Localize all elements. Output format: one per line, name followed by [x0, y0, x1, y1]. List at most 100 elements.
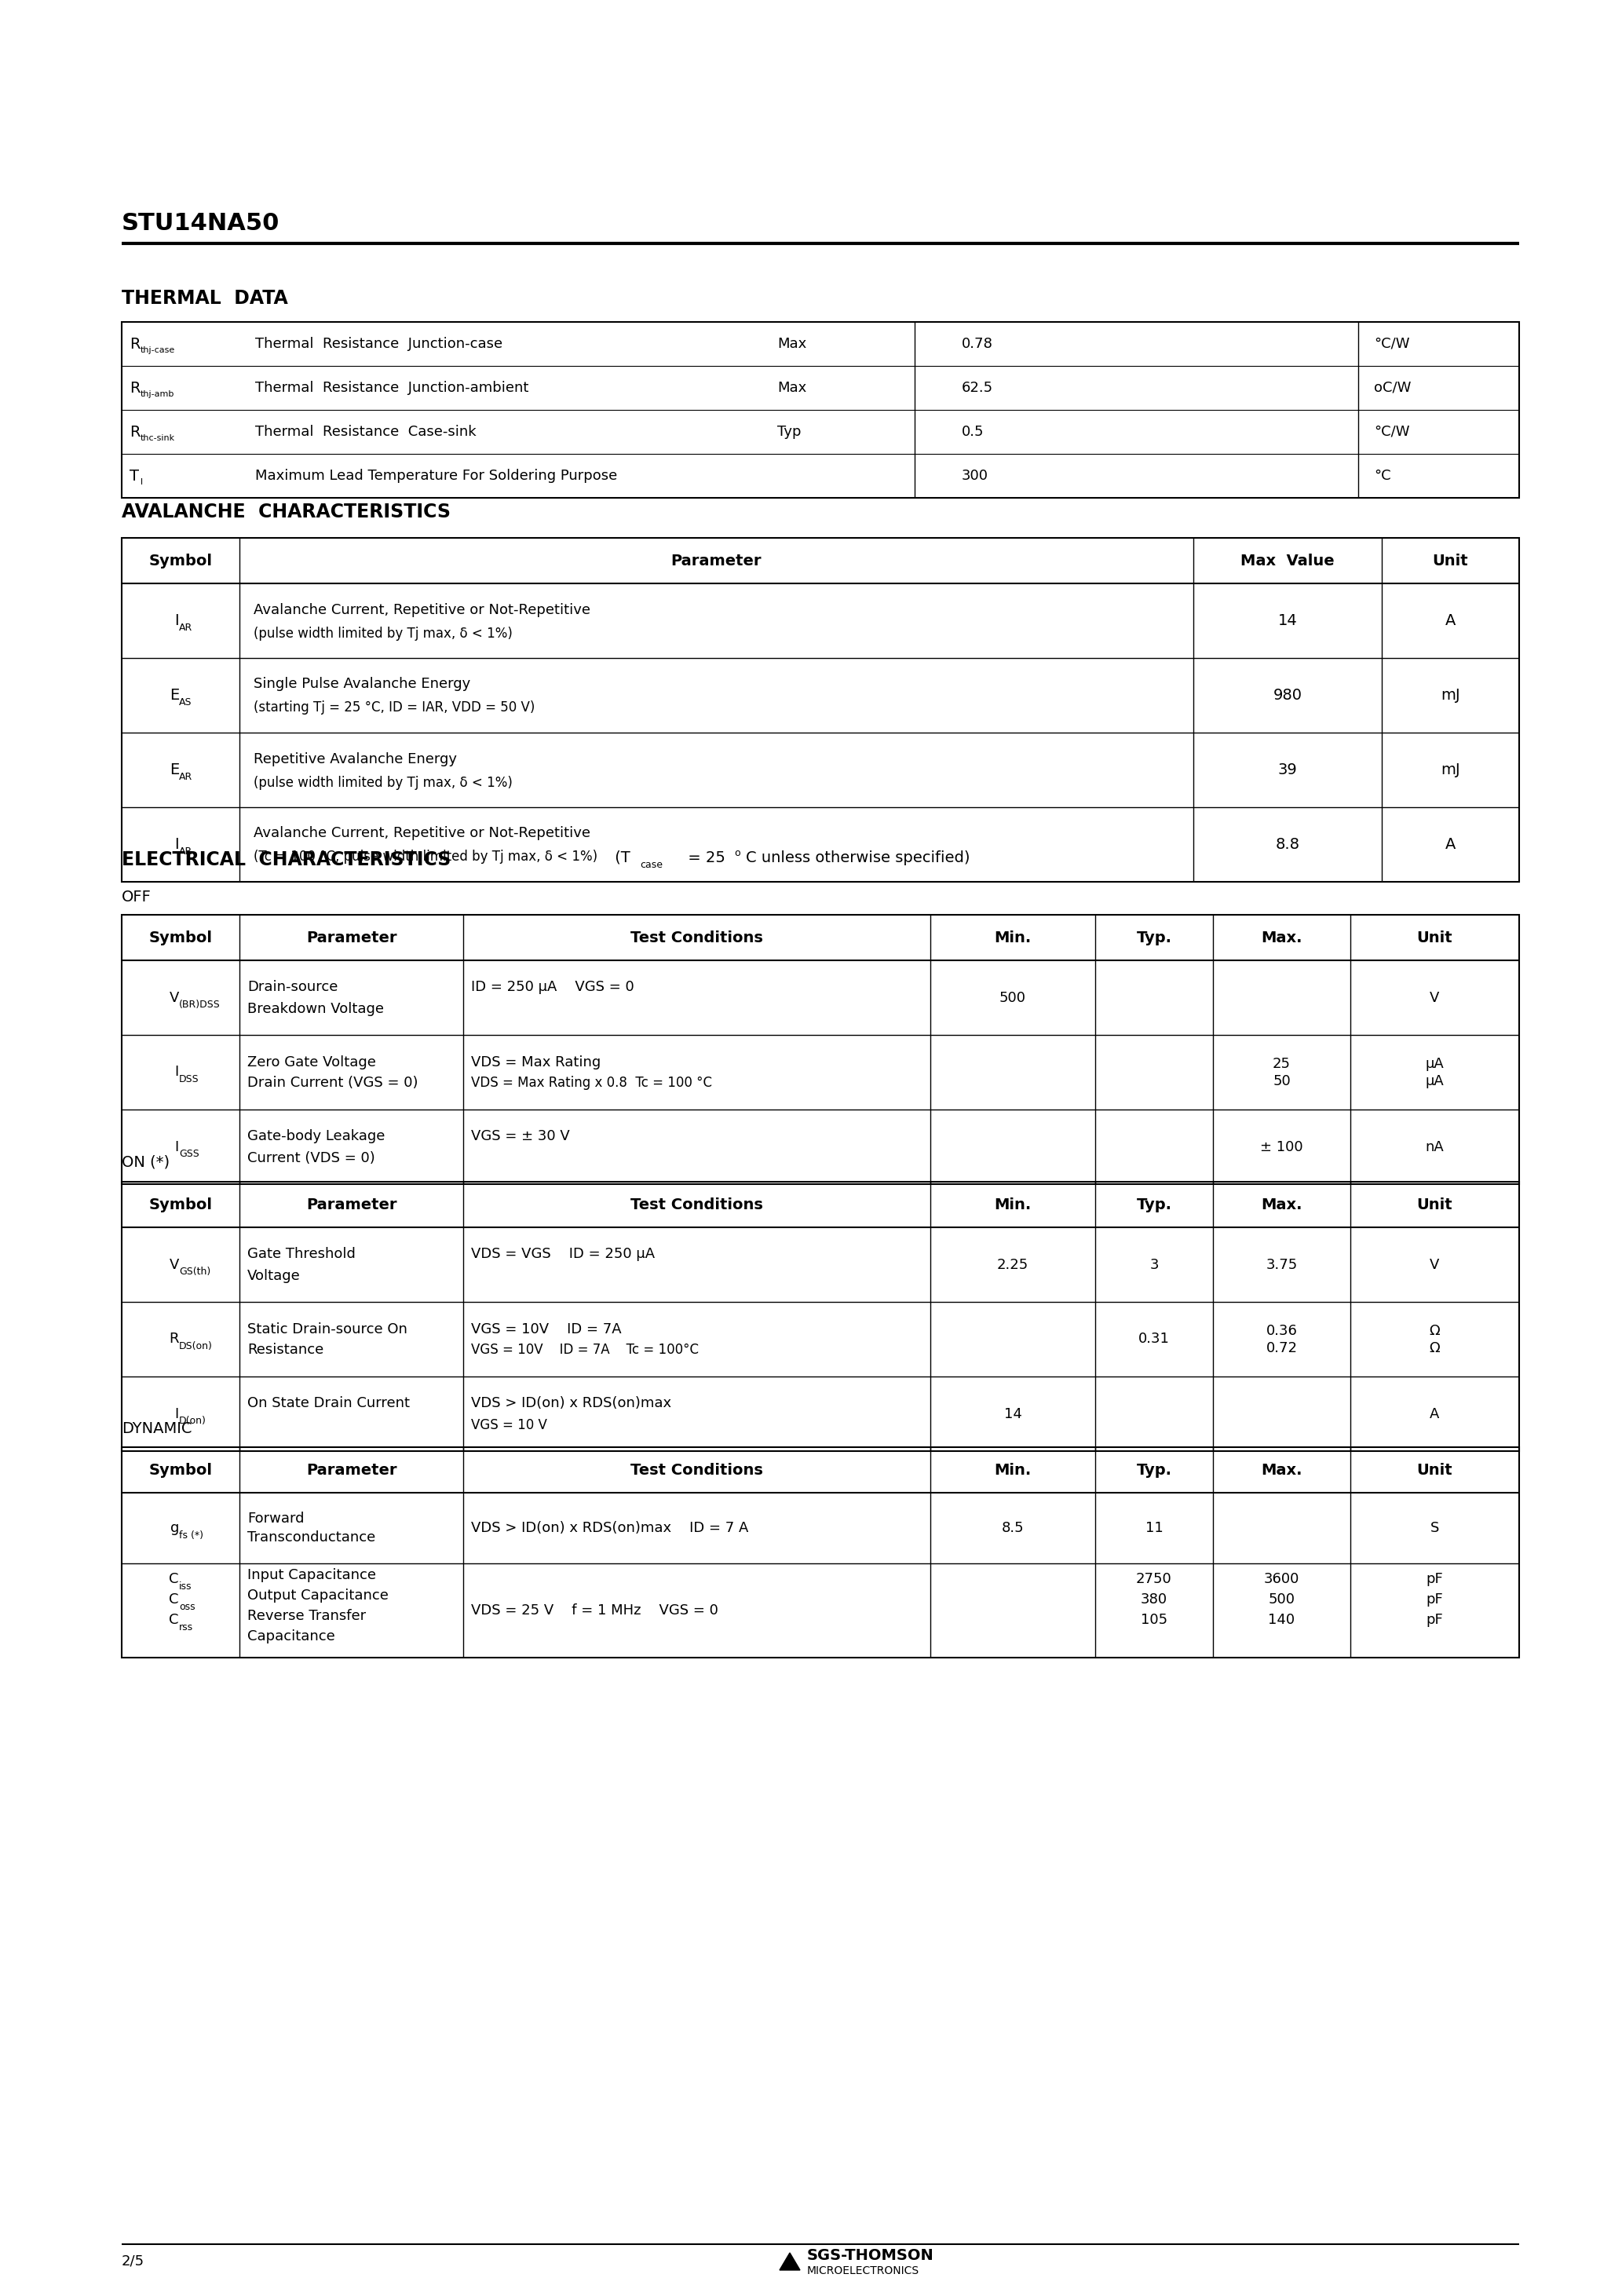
Text: fs (*): fs (*): [178, 1529, 203, 1541]
Text: Zero Gate Voltage: Zero Gate Voltage: [247, 1054, 376, 1070]
Text: V: V: [169, 1258, 178, 1272]
Text: mJ: mJ: [1440, 762, 1460, 778]
Text: Max.: Max.: [1260, 1463, 1302, 1476]
Text: Test Conditions: Test Conditions: [631, 1463, 762, 1476]
Text: DYNAMIC: DYNAMIC: [122, 1421, 191, 1437]
Text: ± 100: ± 100: [1260, 1139, 1302, 1155]
Text: Thermal  Resistance  Junction-ambient: Thermal Resistance Junction-ambient: [255, 381, 529, 395]
Bar: [122, 321, 1520, 498]
Text: (pulse width limited by Tj max, δ < 1%): (pulse width limited by Tj max, δ < 1%): [253, 627, 513, 641]
Text: Max.: Max.: [1260, 930, 1302, 946]
Text: pF: pF: [1426, 1573, 1444, 1587]
Text: Parameter: Parameter: [672, 553, 762, 567]
Text: C: C: [169, 1612, 178, 1628]
Text: Typ.: Typ.: [1137, 930, 1171, 946]
Text: Single Pulse Avalanche Energy: Single Pulse Avalanche Energy: [253, 677, 470, 691]
Text: VGS = 10 V: VGS = 10 V: [470, 1417, 547, 1433]
Text: °C/W: °C/W: [1374, 338, 1410, 351]
Text: Repetitive Avalanche Energy: Repetitive Avalanche Energy: [253, 751, 457, 767]
Text: thj-amb: thj-amb: [141, 390, 175, 397]
Text: OFF: OFF: [122, 889, 151, 905]
Text: R: R: [130, 425, 139, 439]
Text: 2/5: 2/5: [122, 2255, 144, 2268]
Text: 2.25: 2.25: [998, 1258, 1028, 1272]
Text: rss: rss: [178, 1621, 193, 1632]
Text: 0.31: 0.31: [1139, 1332, 1169, 1345]
Text: Min.: Min.: [994, 930, 1032, 946]
Text: Ω: Ω: [1429, 1322, 1440, 1339]
Text: Unit: Unit: [1418, 930, 1453, 946]
Text: Symbol: Symbol: [149, 553, 212, 567]
Text: ID = 250 μA    VGS = 0: ID = 250 μA VGS = 0: [470, 980, 634, 994]
Text: Test Conditions: Test Conditions: [631, 930, 762, 946]
Text: Unit: Unit: [1432, 553, 1468, 567]
Text: Min.: Min.: [994, 1463, 1032, 1476]
Text: VDS = Max Rating: VDS = Max Rating: [470, 1054, 600, 1070]
Text: 380: 380: [1140, 1593, 1168, 1607]
Text: 300: 300: [962, 468, 988, 482]
Text: (T: (T: [610, 850, 631, 866]
Bar: [122, 537, 1520, 882]
Text: Breakdown Voltage: Breakdown Voltage: [247, 1001, 384, 1015]
Text: nA: nA: [1426, 1139, 1444, 1155]
Text: A: A: [1431, 1407, 1440, 1421]
Text: pF: pF: [1426, 1612, 1444, 1628]
Text: Max  Value: Max Value: [1241, 553, 1335, 567]
Text: VDS = 25 V    f = 1 MHz    VGS = 0: VDS = 25 V f = 1 MHz VGS = 0: [470, 1603, 719, 1619]
Text: GS(th): GS(th): [178, 1267, 211, 1277]
Text: oss: oss: [178, 1603, 195, 1612]
Text: VGS = 10V    ID = 7A: VGS = 10V ID = 7A: [470, 1322, 621, 1336]
Text: 8.5: 8.5: [1001, 1520, 1023, 1536]
Text: 14: 14: [1004, 1407, 1022, 1421]
Text: Maximum Lead Temperature For Soldering Purpose: Maximum Lead Temperature For Soldering P…: [255, 468, 618, 482]
Text: C unless otherwise specified): C unless otherwise specified): [746, 850, 970, 866]
Text: R: R: [130, 381, 139, 395]
Text: Typ.: Typ.: [1137, 1463, 1171, 1476]
Text: On State Drain Current: On State Drain Current: [247, 1396, 410, 1410]
Text: Test Conditions: Test Conditions: [631, 1196, 762, 1212]
Text: V: V: [1431, 990, 1440, 1006]
Text: 3600: 3600: [1264, 1573, 1299, 1587]
Text: o: o: [735, 847, 740, 859]
Text: VDS = VGS    ID = 250 μA: VDS = VGS ID = 250 μA: [470, 1247, 655, 1261]
Text: 500: 500: [999, 990, 1027, 1006]
Text: Min.: Min.: [994, 1196, 1032, 1212]
Text: g: g: [170, 1520, 178, 1536]
Text: (starting Tj = 25 °C, ID = IAR, VDD = 50 V): (starting Tj = 25 °C, ID = IAR, VDD = 50…: [253, 700, 535, 714]
Text: AR: AR: [178, 847, 193, 856]
Text: Output Capacitance: Output Capacitance: [247, 1589, 389, 1603]
Text: case: case: [639, 859, 663, 870]
Text: Parameter: Parameter: [307, 1196, 397, 1212]
Text: 8.8: 8.8: [1275, 838, 1299, 852]
Text: Ω: Ω: [1429, 1341, 1440, 1355]
Text: SGS-THOMSON: SGS-THOMSON: [808, 2248, 934, 2264]
Text: STU14NA50: STU14NA50: [122, 211, 279, 234]
Text: I: I: [175, 1065, 178, 1079]
Text: THERMAL  DATA: THERMAL DATA: [122, 289, 289, 308]
Text: R: R: [130, 338, 139, 351]
Text: V: V: [1431, 1258, 1440, 1272]
Text: (pulse width limited by Tj max, δ < 1%): (pulse width limited by Tj max, δ < 1%): [253, 776, 513, 790]
Text: AS: AS: [178, 698, 191, 707]
Polygon shape: [780, 2252, 800, 2271]
Text: Max.: Max.: [1260, 1196, 1302, 1212]
Text: Parameter: Parameter: [307, 930, 397, 946]
Text: Avalanche Current, Repetitive or Not-Repetitive: Avalanche Current, Repetitive or Not-Rep…: [253, 602, 590, 618]
Text: 0.72: 0.72: [1265, 1341, 1298, 1355]
Text: Unit: Unit: [1418, 1463, 1453, 1476]
Text: VDS > ID(on) x RDS(on)max: VDS > ID(on) x RDS(on)max: [470, 1396, 672, 1410]
Text: Static Drain-source On: Static Drain-source On: [247, 1322, 407, 1336]
Text: AVALANCHE  CHARACTERISTICS: AVALANCHE CHARACTERISTICS: [122, 503, 451, 521]
Text: ON (*): ON (*): [122, 1155, 170, 1169]
Text: Drain Current (VGS = 0): Drain Current (VGS = 0): [247, 1077, 418, 1091]
Text: μA: μA: [1426, 1075, 1444, 1088]
Text: Unit: Unit: [1418, 1196, 1453, 1212]
Text: ELECTRICAL  CHARACTERISTICS: ELECTRICAL CHARACTERISTICS: [122, 850, 451, 870]
Bar: [122, 1182, 1520, 1451]
Text: Thermal  Resistance  Junction-case: Thermal Resistance Junction-case: [255, 338, 503, 351]
Text: A: A: [1445, 613, 1455, 629]
Text: Avalanche Current, Repetitive or Not-Repetitive: Avalanche Current, Repetitive or Not-Rep…: [253, 827, 590, 840]
Text: DS(on): DS(on): [178, 1341, 212, 1352]
Text: AR: AR: [178, 771, 193, 783]
Text: Symbol: Symbol: [149, 1196, 212, 1212]
